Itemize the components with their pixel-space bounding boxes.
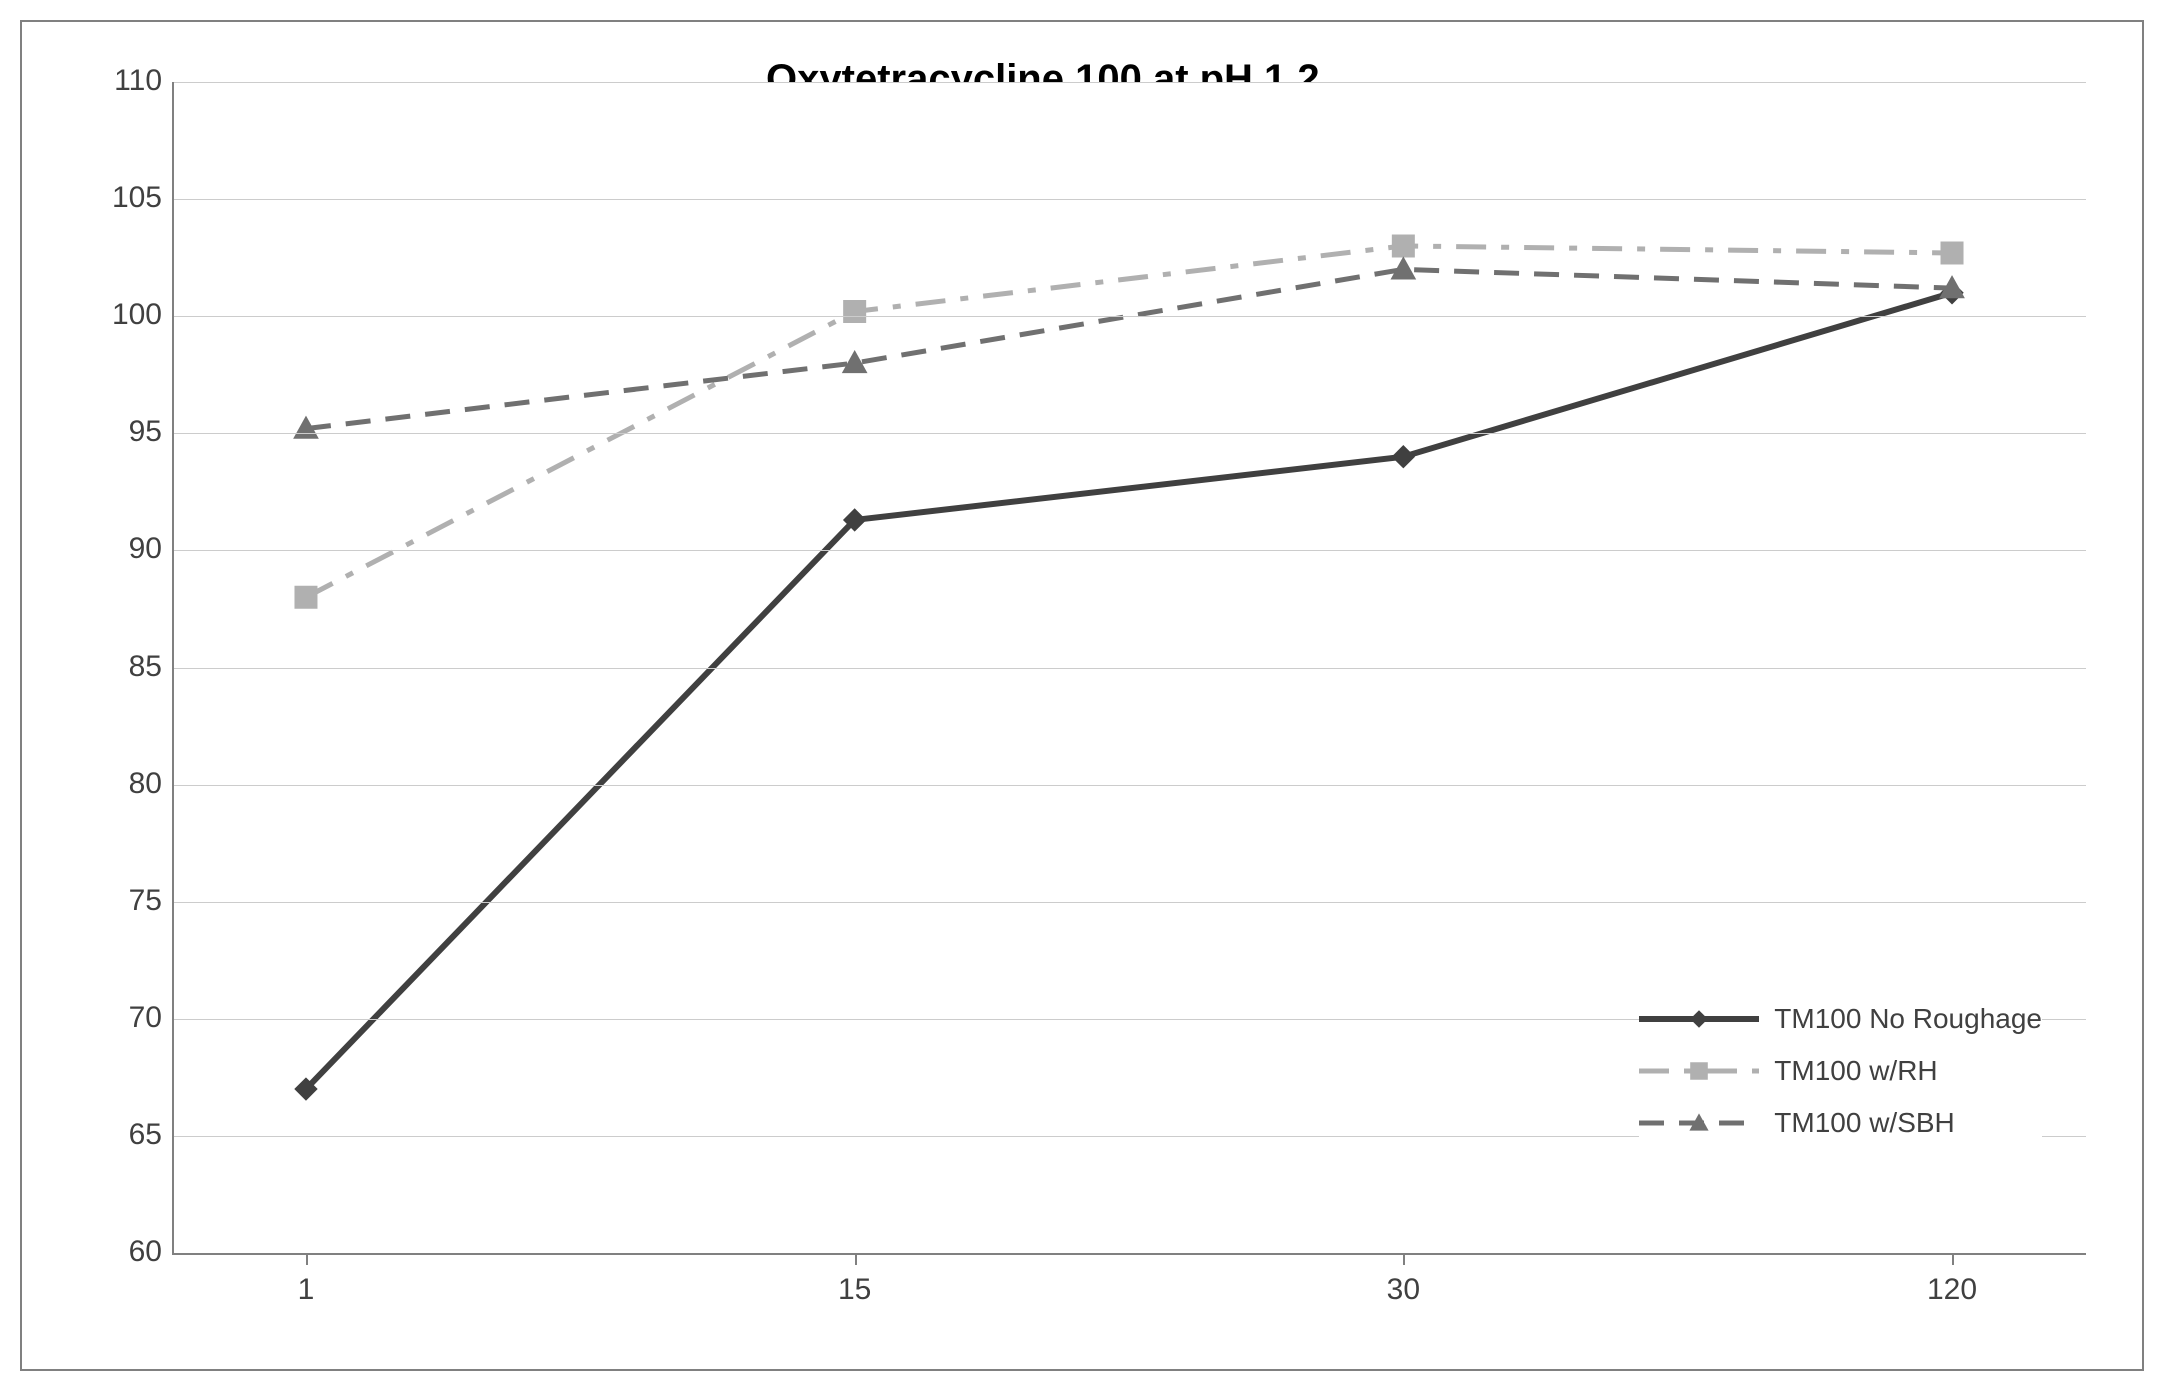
series-line — [306, 246, 1952, 597]
grid-line — [172, 199, 2086, 200]
legend-sample — [1639, 1108, 1759, 1138]
x-tick-label: 120 — [1892, 1273, 2012, 1307]
legend-item: TM100 w/RH — [1639, 1055, 2042, 1087]
y-tick-label: 100 — [62, 298, 162, 332]
grid-line — [172, 902, 2086, 903]
series-marker — [1391, 257, 1415, 279]
y-axis — [172, 82, 174, 1253]
legend-sample — [1639, 1004, 1759, 1034]
y-tick-label: 70 — [62, 1001, 162, 1035]
y-tick-label: 80 — [62, 767, 162, 801]
legend-item: TM100 w/SBH — [1639, 1107, 2042, 1139]
grid-line — [172, 433, 2086, 434]
legend-label: TM100 No Roughage — [1774, 1003, 2042, 1035]
y-tick-label: 90 — [62, 532, 162, 566]
x-axis — [172, 1253, 2086, 1255]
y-tick-label: 95 — [62, 415, 162, 449]
y-tick-label: 60 — [62, 1235, 162, 1269]
legend-label: TM100 w/RH — [1774, 1055, 1937, 1087]
y-tick-label: 105 — [62, 181, 162, 215]
grid-line — [172, 668, 2086, 669]
legend: TM100 No Roughage TM100 w/RH TM100 w/SBH — [1639, 1003, 2042, 1159]
chart-container: Oxytetracycline 100 at pH 1.2 TM100 No R… — [20, 20, 2144, 1371]
series-marker — [1392, 235, 1414, 257]
legend-sample — [1639, 1056, 1759, 1086]
grid-line — [172, 82, 2086, 83]
grid-line — [172, 785, 2086, 786]
grid-line — [172, 550, 2086, 551]
x-tick-label: 15 — [795, 1273, 915, 1307]
series-marker — [1941, 242, 1963, 264]
y-tick-label: 85 — [62, 650, 162, 684]
x-tick-label: 1 — [246, 1273, 366, 1307]
grid-line — [172, 316, 2086, 317]
y-tick-label: 110 — [62, 64, 162, 98]
series-line — [306, 269, 1952, 428]
legend-label: TM100 w/SBH — [1774, 1107, 1955, 1139]
series-marker — [844, 301, 866, 323]
series-marker — [295, 586, 317, 608]
series-line — [306, 293, 1952, 1089]
x-tick-label: 30 — [1343, 1273, 1463, 1307]
legend-item: TM100 No Roughage — [1639, 1003, 2042, 1035]
y-tick-label: 75 — [62, 884, 162, 918]
series-marker — [1392, 446, 1414, 468]
y-tick-label: 65 — [62, 1118, 162, 1152]
